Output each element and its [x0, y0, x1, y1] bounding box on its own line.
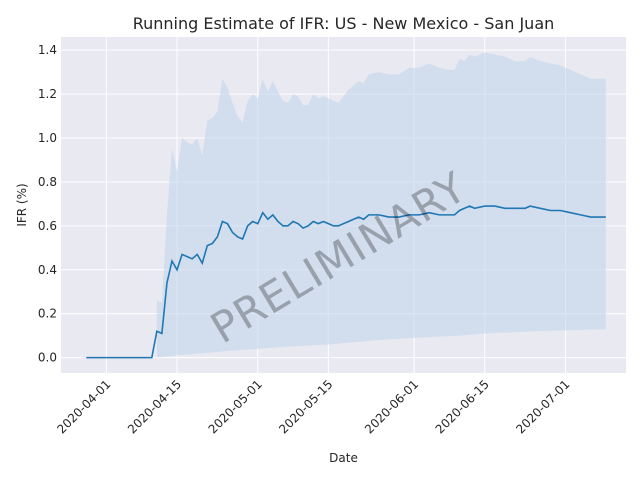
x-tick-label: 2020-05-15 — [276, 377, 335, 436]
y-tick-label: 0.6 — [38, 219, 57, 233]
x-axis-label: Date — [329, 451, 358, 465]
y-tick-label: 1.0 — [38, 131, 57, 145]
x-tick-label: 2020-06-01 — [362, 377, 421, 436]
x-axis-ticks: 2020-04-01 2020-04-15 2020-05-01 2020-05-15… — [54, 377, 572, 436]
y-tick-label: 0.2 — [38, 307, 57, 321]
y-axis-label: IFR (%) — [15, 183, 29, 226]
y-axis-ticks: 0.0 0.2 0.4 0.6 0.8 1.0 1.2 1.4 — [38, 43, 57, 364]
x-tick-label: 2020-07-01 — [513, 377, 572, 436]
y-tick-label: 1.2 — [38, 87, 57, 101]
chart-title: Running Estimate of IFR: US - New Mexico… — [133, 14, 555, 33]
y-tick-label: 0.4 — [38, 263, 57, 277]
y-tick-label: 0.0 — [38, 351, 57, 365]
x-tick-label: 2020-06-15 — [433, 377, 492, 436]
x-tick-label: 2020-05-01 — [206, 377, 265, 436]
y-tick-label: 1.4 — [38, 43, 57, 57]
x-tick-label: 2020-04-01 — [54, 377, 113, 436]
x-tick-label: 2020-04-15 — [125, 377, 184, 436]
confidence-band — [156, 52, 606, 358]
y-tick-label: 0.8 — [38, 175, 57, 189]
ifr-estimate-line — [86, 205, 606, 359]
